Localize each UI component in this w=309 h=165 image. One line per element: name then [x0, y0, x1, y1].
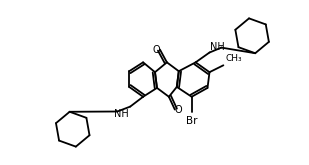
Text: O: O [175, 105, 183, 115]
Text: Br: Br [186, 116, 197, 126]
Text: NH: NH [114, 109, 129, 119]
Text: CH₃: CH₃ [225, 54, 242, 63]
Text: O: O [152, 45, 160, 55]
Text: NH: NH [210, 42, 225, 51]
